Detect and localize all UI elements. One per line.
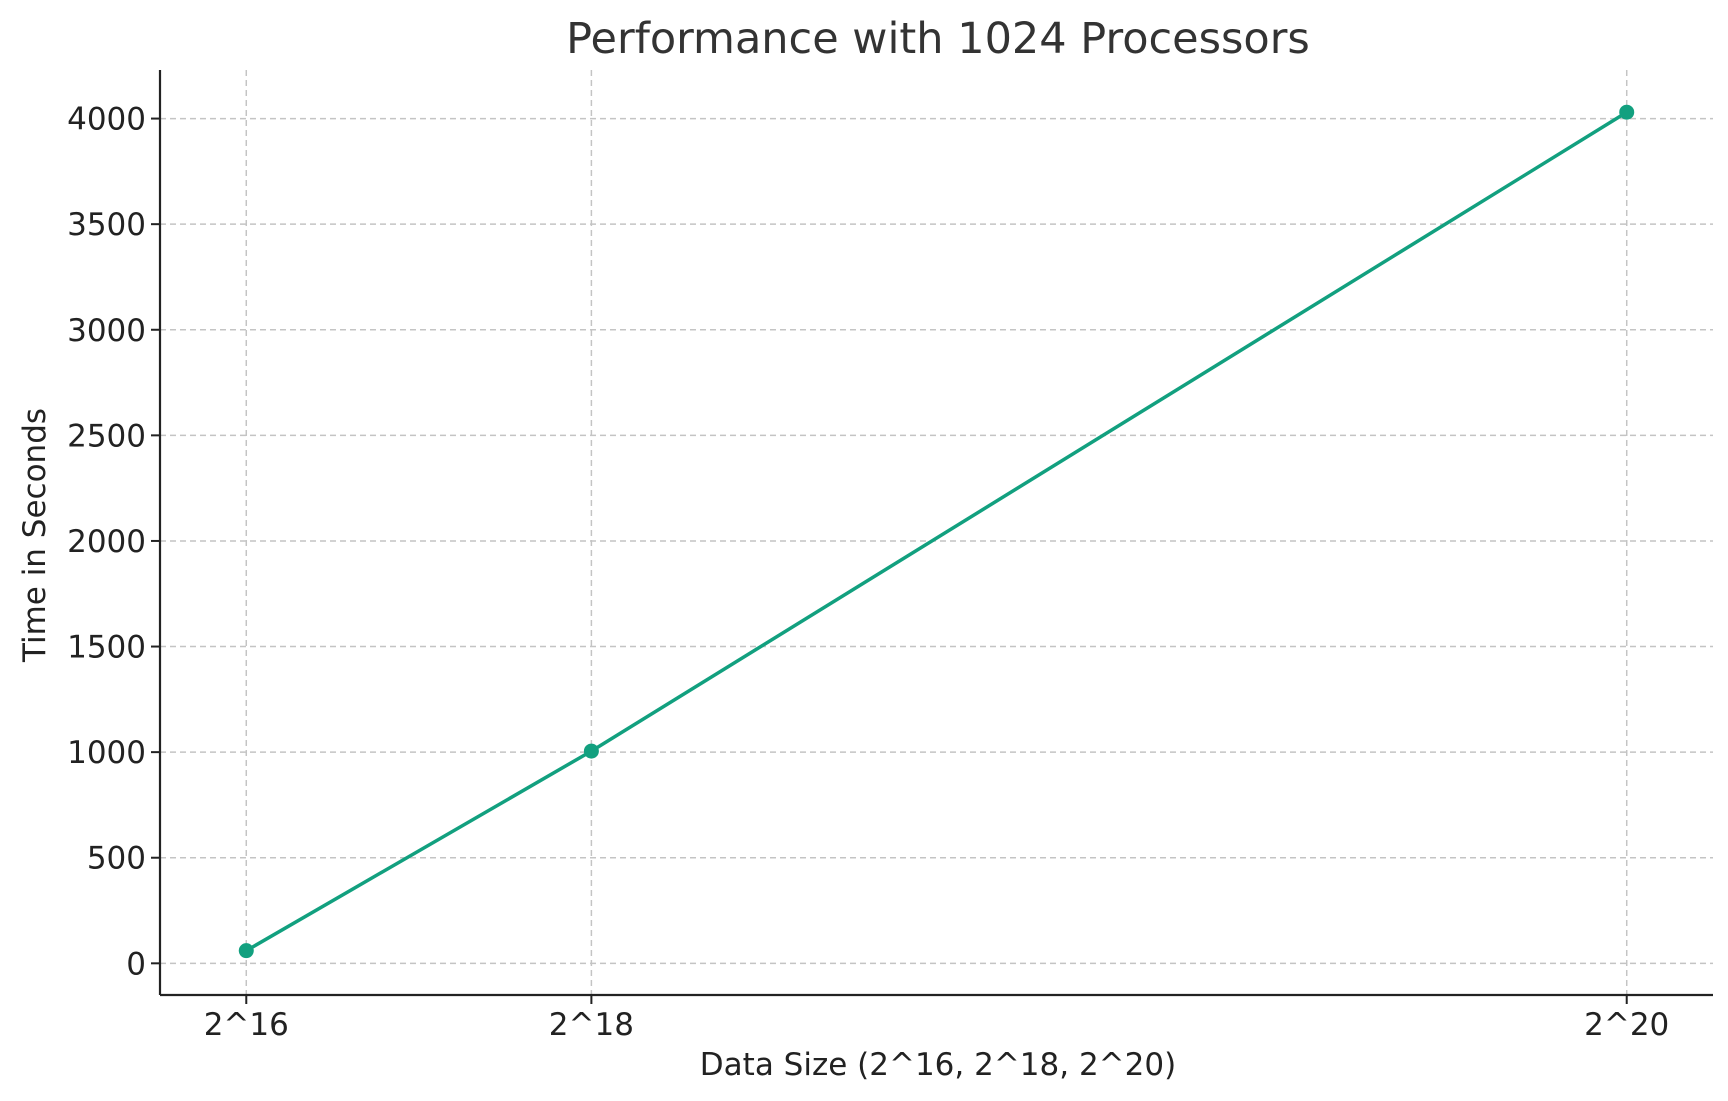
x-axis-label: Data Size (2^16, 2^18, 2^20) (700, 1047, 1176, 1083)
series-layer (238, 104, 1635, 959)
y-tick-label: 4000 (67, 102, 146, 138)
y-axis-label: Time in Seconds (17, 408, 53, 663)
chart-title: Performance with 1024 Processors (566, 14, 1310, 64)
y-tick-label: 1500 (67, 630, 146, 666)
axes (151, 70, 1713, 1004)
data-point (583, 743, 599, 759)
y-tick-label: 1000 (67, 735, 146, 771)
data-point (238, 943, 254, 959)
x-tick-label: 2^20 (1584, 1007, 1669, 1043)
y-tick-label: 2000 (67, 524, 146, 560)
y-tick-label: 0 (126, 946, 146, 982)
y-tick-label: 3000 (67, 313, 146, 349)
y-tick-label: 3500 (67, 207, 146, 243)
grid (160, 70, 1713, 995)
tick-labels: 0 500 1000 1500 2000 2500 3000 3500 4000 2^16 2^18… (67, 102, 1669, 1043)
series-line (244, 110, 1629, 953)
y-tick-label: 500 (87, 841, 146, 877)
x-tick-label: 2^16 (204, 1007, 289, 1043)
data-point (1619, 104, 1635, 120)
y-tick-label: 2500 (67, 418, 146, 454)
x-tick-label: 2^18 (549, 1007, 634, 1043)
